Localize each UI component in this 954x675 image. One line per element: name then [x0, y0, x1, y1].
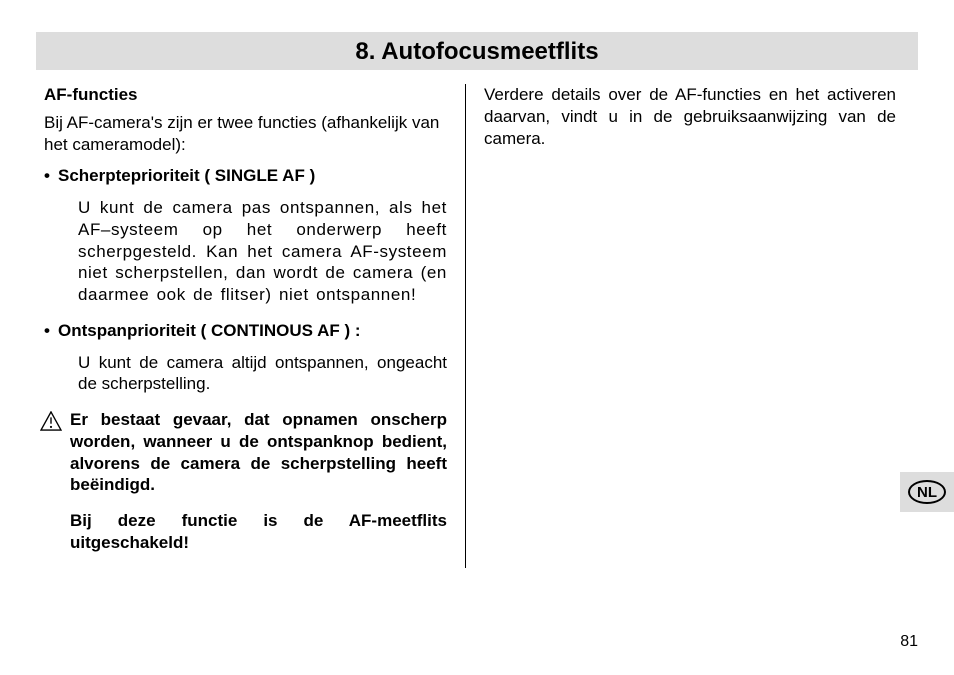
warning-para-1: Er bestaat gevaar, dat opnamen onscherp …	[70, 409, 447, 496]
language-tab: NL	[900, 472, 954, 512]
bullet-icon: •	[44, 165, 58, 187]
section-title-bar: 8. Autofocusmeetflits	[36, 32, 918, 70]
language-code: NL	[917, 484, 937, 501]
warning-text: Er bestaat gevaar, dat opnamen onscherp …	[70, 409, 447, 568]
af-item-continuous: • Ontspanprioriteit ( CONTINOUS AF ) : U…	[44, 320, 447, 395]
af-function-list: • Scherpteprioriteit ( SINGLE AF ) U kun…	[44, 165, 447, 395]
af-functies-heading: AF-functies	[44, 84, 447, 106]
warning-para-2: Bij deze functie is de AF-meetflits uitg…	[70, 510, 447, 554]
bullet-icon: •	[44, 320, 58, 342]
af-item-head: • Scherpteprioriteit ( SINGLE AF )	[44, 165, 447, 187]
af-item-body: U kunt de camera altijd ontspannen, onge…	[78, 352, 447, 396]
af-item-body: U kunt de camera pas ontspannen, als het…	[78, 197, 447, 306]
left-column: AF-functies Bij AF-camera's zijn er twee…	[36, 84, 466, 568]
content-columns: AF-functies Bij AF-camera's zijn er twee…	[36, 84, 918, 568]
warning-block: Er bestaat gevaar, dat opnamen onscherp …	[36, 409, 447, 568]
right-column: Verdere details over de AF-functies en h…	[466, 84, 896, 568]
af-item-title: Scherpteprioriteit ( SINGLE AF )	[58, 165, 315, 187]
right-para: Verdere details over de AF-functies en h…	[484, 84, 896, 149]
manual-page: 8. Autofocusmeetflits AF-functies Bij AF…	[0, 0, 954, 675]
section-title: 8. Autofocusmeetflits	[36, 38, 918, 66]
page-number: 81	[900, 633, 918, 651]
af-intro-text: Bij AF-camera's zijn er twee functies (a…	[44, 112, 447, 156]
warning-icon	[36, 409, 64, 568]
af-item-single: • Scherpteprioriteit ( SINGLE AF ) U kun…	[44, 165, 447, 306]
language-badge: NL	[908, 480, 946, 504]
af-item-title: Ontspanprioriteit ( CONTINOUS AF ) :	[58, 320, 361, 342]
af-item-head: • Ontspanprioriteit ( CONTINOUS AF ) :	[44, 320, 447, 342]
